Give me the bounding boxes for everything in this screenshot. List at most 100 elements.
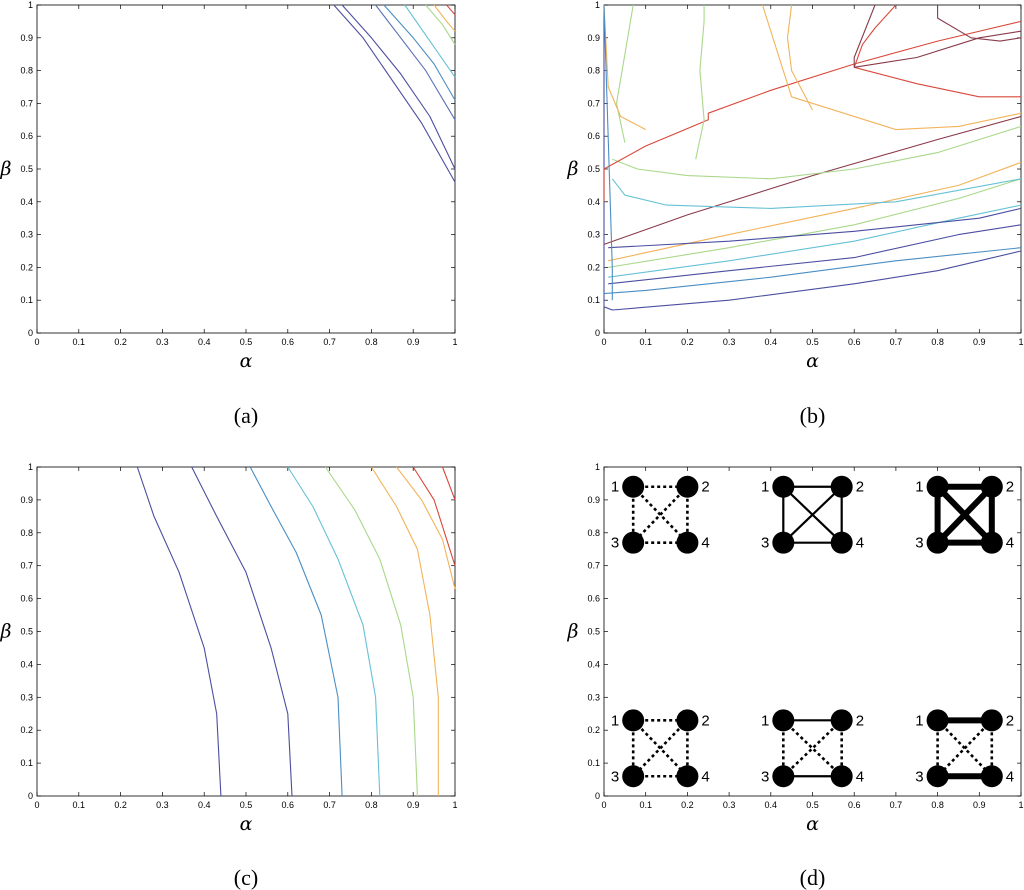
contour-line <box>937 5 1022 42</box>
panel-caption: (d) <box>800 865 826 890</box>
contour-line <box>761 4 1022 131</box>
x-tick-label: 0.8 <box>931 337 944 347</box>
x-tick-label: 0.7 <box>890 337 903 347</box>
x-tick-label: 0.5 <box>806 800 819 810</box>
panel-1: 0 0.1 0.2 0.3 0.4 0.5 0.6 0.7 0.8 0.9 1 0 0.1 0.2 0.3 0… <box>0 0 458 428</box>
y-tick-label: 0.3 <box>20 692 33 702</box>
node-label: 2 <box>701 479 709 496</box>
x-tick-label: 0.3 <box>723 337 736 347</box>
y-axis-label: β <box>567 621 579 643</box>
contour-line <box>612 125 1022 180</box>
node-label: 4 <box>856 768 864 785</box>
y-tick-label: 0 <box>595 791 600 801</box>
x-tick-label: 0.5 <box>240 337 253 347</box>
x-tick-label: 0.3 <box>156 800 169 810</box>
x-tick-label: 0.3 <box>156 337 169 347</box>
contour-line <box>433 4 456 32</box>
graph-edge <box>935 484 994 545</box>
node-label: 3 <box>915 768 923 785</box>
graph-edge <box>632 485 689 544</box>
plot-frame <box>603 4 1022 334</box>
node-label: 4 <box>701 535 709 552</box>
contour-line <box>375 4 456 121</box>
contour-line <box>412 466 456 566</box>
x-tick-label: 1 <box>452 800 457 810</box>
contour-line <box>425 4 456 45</box>
y-axis-label: β <box>0 158 12 180</box>
graph-node <box>772 531 795 554</box>
y-tick-label: 0.5 <box>20 627 33 637</box>
y-tick-label: 0.5 <box>20 164 33 174</box>
x-tick-label: 0.6 <box>848 337 861 347</box>
y-tick-label: 0 <box>28 328 33 338</box>
y-tick-label: 0.2 <box>587 725 600 735</box>
graph-diagram: 1 2 3 4 <box>915 709 1014 788</box>
node-label: 2 <box>1006 479 1014 496</box>
y-tick-label: 0.7 <box>20 98 33 108</box>
y-tick-label: 0.1 <box>587 758 600 768</box>
y-tick-label: 0.7 <box>587 561 600 571</box>
panel-2: 0 0.1 0.2 0.3 0.4 0.5 0.6 0.7 0.8 0.9 1 0 0.1 0.2 0.3 0… <box>567 0 1024 428</box>
y-tick-label: 0.6 <box>20 594 33 604</box>
x-tick-label: 0.9 <box>407 800 420 810</box>
panel-4: 0 0.1 0.2 0.3 0.4 0.5 0.6 0.7 0.8 0.9 1 0 0.1 0.2 0.3 0… <box>567 462 1024 890</box>
contour-line <box>854 66 1021 98</box>
graph-node <box>980 765 1003 788</box>
x-tick-label: 1 <box>1018 337 1023 347</box>
graph-node <box>980 709 1003 732</box>
y-tick-label: 0.8 <box>587 528 600 538</box>
y-tick-label: 0.1 <box>20 758 33 768</box>
graph-diagram: 1 2 3 4 <box>611 475 710 554</box>
x-tick-label: 0.4 <box>765 337 778 347</box>
contour-line <box>404 4 456 78</box>
contour-line <box>608 178 1022 268</box>
contour-line <box>603 4 646 131</box>
node-label: 2 <box>856 479 864 496</box>
y-tick-label: 0.5 <box>587 164 600 174</box>
contour-line <box>603 5 1022 311</box>
node-label: 4 <box>701 768 709 785</box>
contour-line <box>853 4 1022 68</box>
y-tick-label: 0.3 <box>20 230 33 240</box>
contour-line <box>603 247 1022 295</box>
x-tick-label: 0.2 <box>681 800 694 810</box>
node-label: 4 <box>856 535 864 552</box>
x-tick-label: 0 <box>601 800 606 810</box>
y-tick-label: 0 <box>28 791 33 801</box>
contour-line <box>611 178 1022 209</box>
y-tick-label: 0.4 <box>587 659 600 669</box>
graph-edge <box>782 719 843 778</box>
graph-node <box>926 709 949 732</box>
graph-node <box>980 475 1003 498</box>
graph-node <box>676 475 699 498</box>
graph-node <box>772 765 795 788</box>
y-tick-label: 1 <box>28 0 33 10</box>
contour-line <box>608 204 1022 278</box>
node-label: 3 <box>915 535 923 552</box>
contour-line <box>383 4 456 101</box>
contour-line <box>603 4 613 301</box>
y-tick-label: 0.4 <box>587 197 600 207</box>
x-tick-label: 0.1 <box>73 800 86 810</box>
y-tick-label: 1 <box>595 462 600 472</box>
contour-line <box>324 466 418 797</box>
y-axis-label: β <box>0 621 12 643</box>
x-tick-label: 0.6 <box>282 800 295 810</box>
x-tick-label: 1 <box>1018 800 1023 810</box>
graph-node <box>622 709 645 732</box>
plot-frame <box>36 466 456 797</box>
x-tick-label: 0.4 <box>198 800 211 810</box>
x-axis-label: α <box>806 813 819 835</box>
x-tick-label: 1 <box>452 337 457 347</box>
contour-line <box>249 466 343 797</box>
x-tick-label: 0.6 <box>848 800 861 810</box>
x-tick-label: 0.8 <box>365 800 378 810</box>
graph-node <box>676 709 699 732</box>
node-label: 1 <box>761 479 769 496</box>
x-tick-label: 0.2 <box>114 800 127 810</box>
contour-line <box>136 466 222 797</box>
graph-edge <box>782 719 843 778</box>
x-tick-label: 0.5 <box>806 337 819 347</box>
x-tick-label: 0.9 <box>973 800 986 810</box>
y-tick-label: 0.4 <box>20 659 33 669</box>
